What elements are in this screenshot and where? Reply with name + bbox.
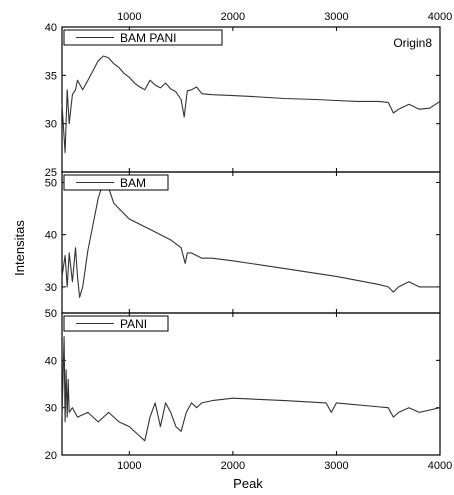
x-tick-label: 3000	[324, 460, 348, 472]
top-x-tick-label: 2000	[221, 11, 245, 23]
legend-label: BAM	[120, 176, 146, 190]
x-tick-label: 4000	[428, 460, 452, 472]
y-tick-label: 40	[45, 22, 57, 34]
legend-box	[63, 29, 223, 46]
watermark-text: Origin8	[393, 36, 432, 50]
top-x-tick-label: 4000	[428, 11, 452, 23]
y-axis-label: Intensitas	[12, 220, 27, 276]
x-tick-label: 1000	[117, 460, 141, 472]
legend-label: PANI	[120, 317, 147, 331]
legend-label: BAM PANI	[120, 31, 176, 45]
top-x-tick-label: 3000	[324, 11, 348, 23]
panel-frame	[61, 312, 441, 456]
series-line	[61, 181, 440, 298]
y-tick-label: 30	[45, 282, 57, 294]
panel-frame	[61, 26, 441, 173]
y-tick-label: 50	[45, 177, 57, 189]
y-tick-label: 40	[45, 355, 57, 367]
y-tick-label: 25	[45, 167, 57, 179]
top-x-tick-label: 1000	[117, 11, 141, 23]
x-tick-label: 2000	[221, 460, 245, 472]
series-line	[61, 336, 441, 442]
panel-frame	[61, 171, 441, 314]
y-tick-label: 30	[45, 403, 57, 415]
series-line	[61, 55, 441, 154]
legend: PANI	[63, 315, 169, 332]
y-tick-label: 35	[45, 70, 57, 82]
y-tick-label: 50	[45, 308, 57, 320]
x-axis-label: Peak	[233, 476, 263, 491]
legend: BAM	[63, 174, 169, 191]
panel-2: 30 40 50 BAM	[45, 171, 441, 314]
y-tick-label: 20	[45, 450, 57, 462]
y-tick-label: 40	[45, 230, 57, 242]
legend-box	[63, 315, 169, 332]
y-tick-label: 30	[45, 119, 57, 131]
panel-1: 25 30 35 40 1000 2000 3000 4000 BAM PANI	[45, 11, 452, 179]
legend: BAM PANI	[63, 29, 223, 46]
panel-3: 20 30 40 50 1000 2000 3000 4000 PANI	[45, 308, 452, 472]
legend-box	[63, 174, 169, 191]
